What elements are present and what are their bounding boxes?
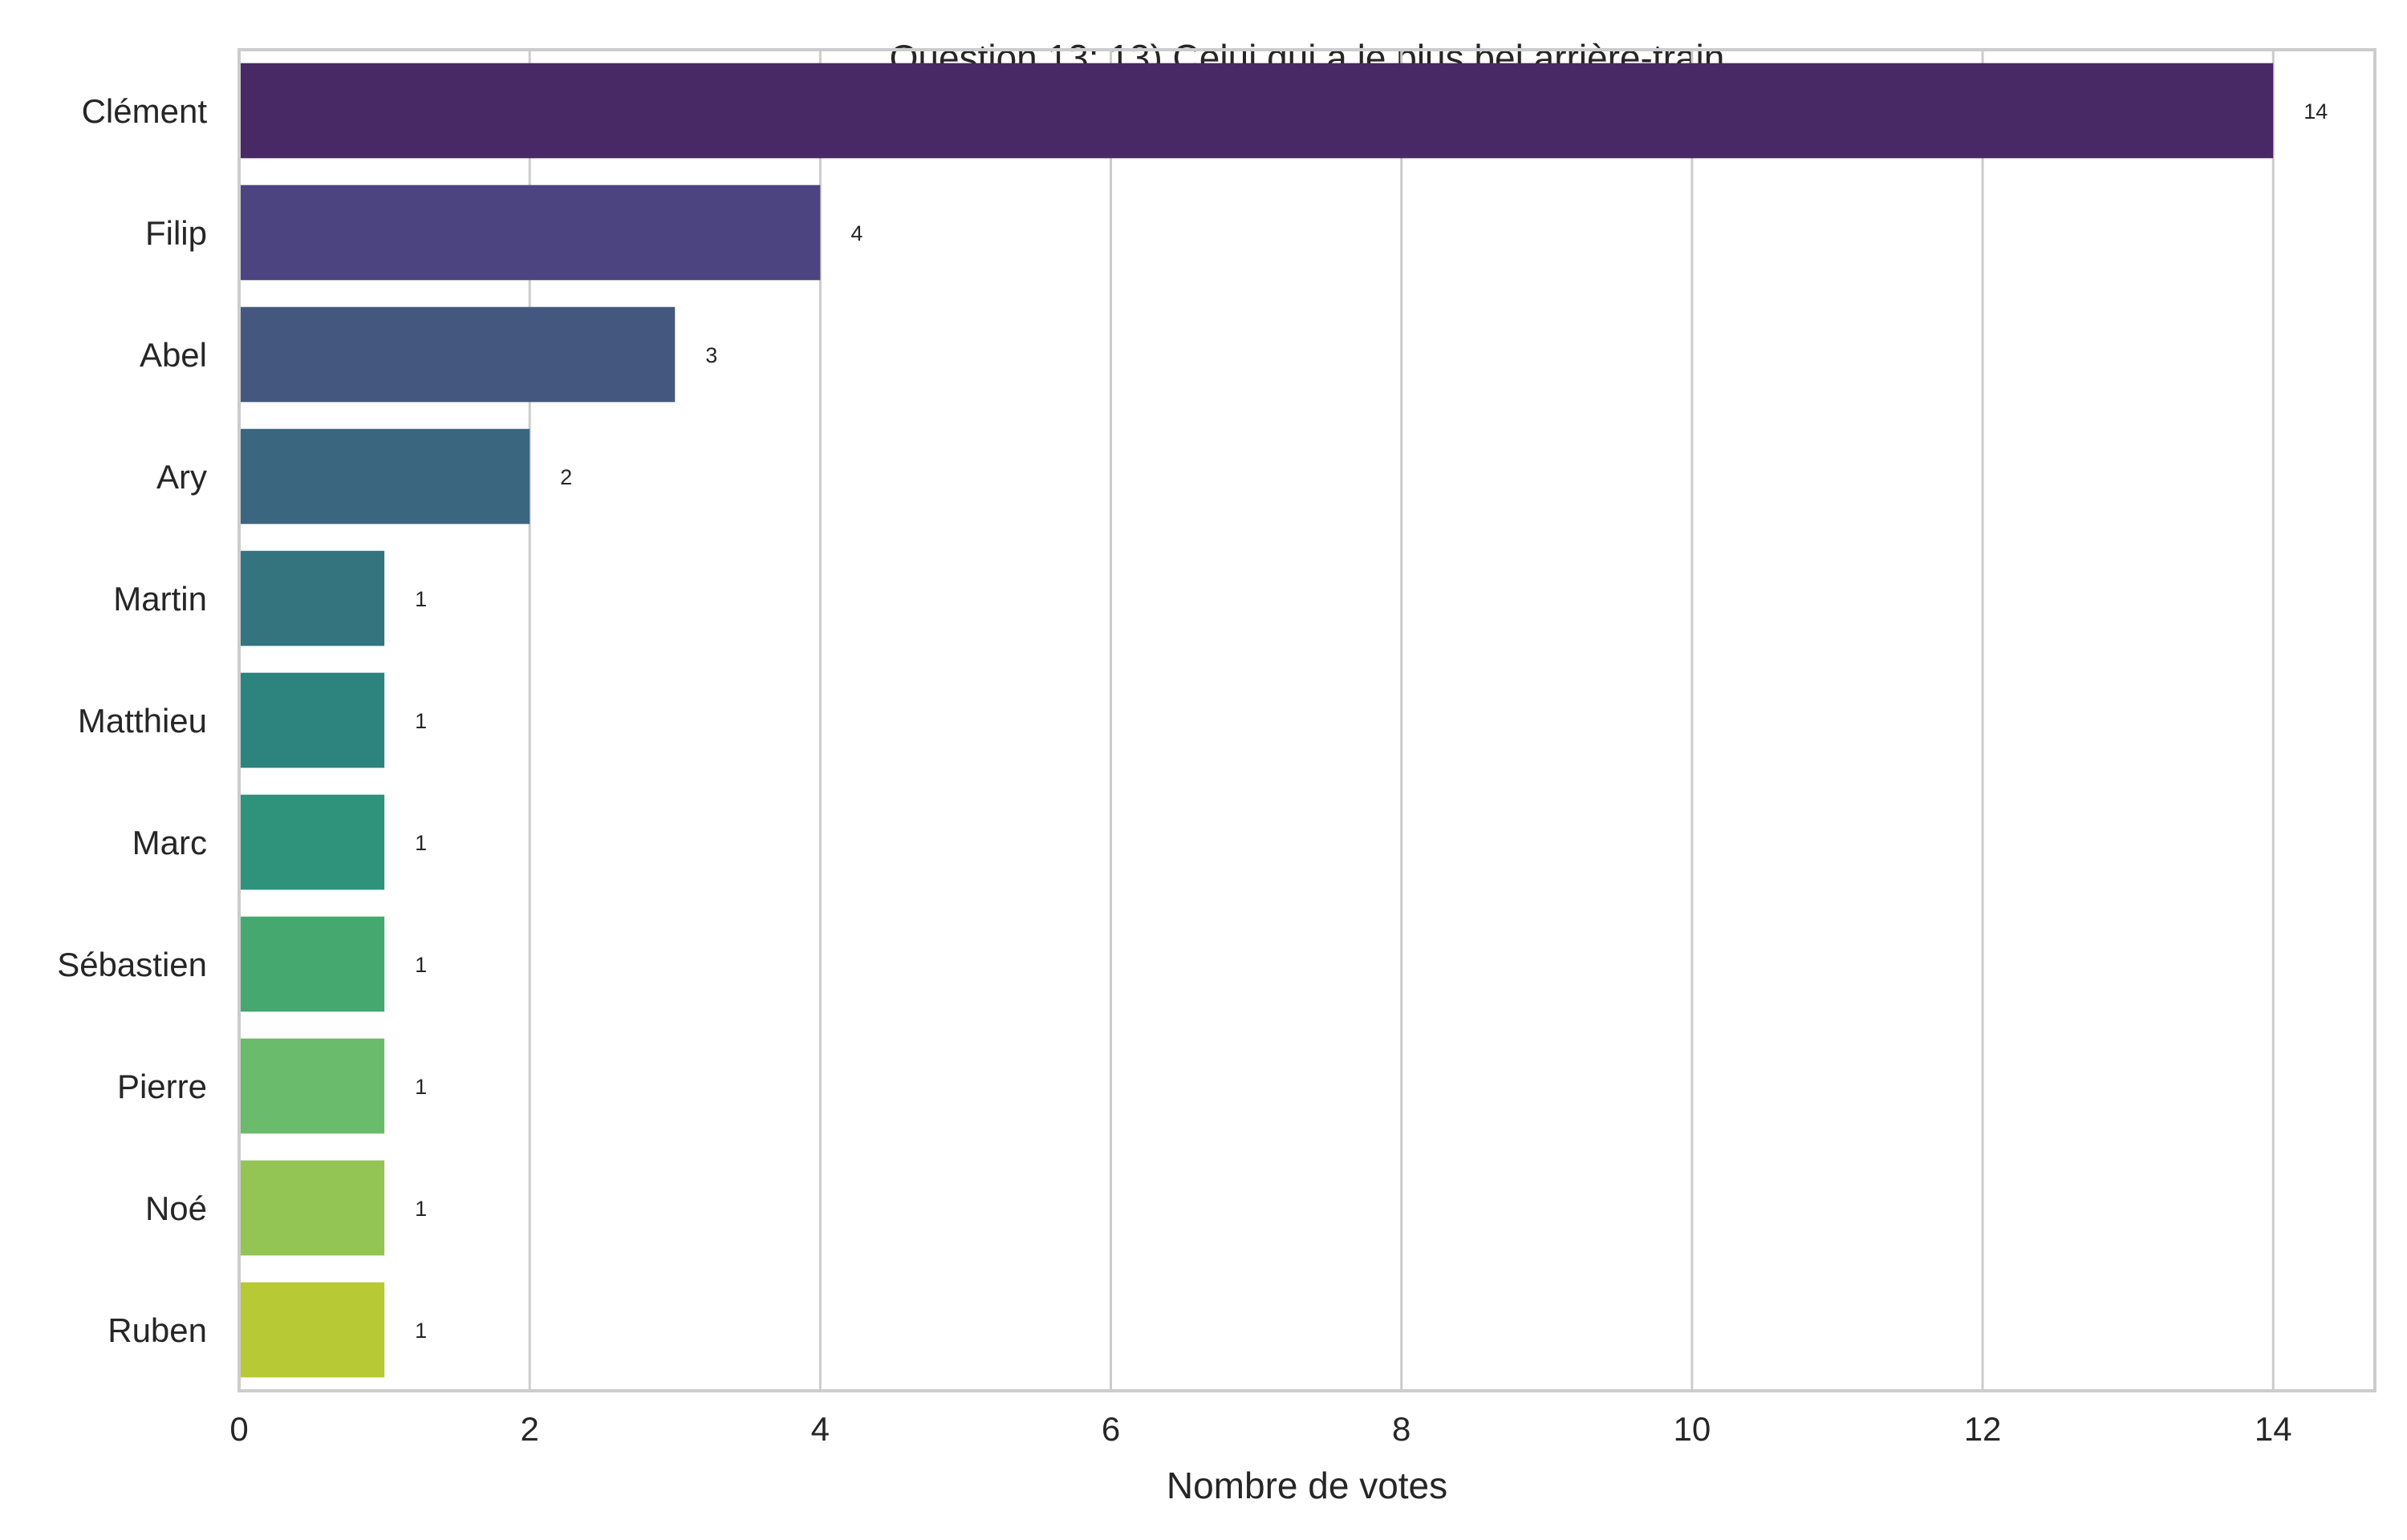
bar (239, 63, 2274, 159)
bar (239, 916, 385, 1012)
bars (239, 63, 2274, 1378)
data-label: 1 (415, 1075, 427, 1099)
x-tick-label: 8 (1392, 1410, 1411, 1448)
bar (239, 1160, 385, 1256)
plot-frame (237, 48, 2377, 1392)
y-tick-label: Abel (140, 336, 207, 374)
y-tick-label: Matthieu (78, 702, 207, 740)
bar (239, 1282, 385, 1378)
y-tick-label: Noé (145, 1189, 207, 1227)
bar (239, 794, 385, 890)
x-tick-label: 10 (1674, 1410, 1711, 1448)
y-tick-label: Clément (82, 92, 208, 130)
data-label: 1 (415, 709, 427, 733)
data-labels: 14 4 3 2 1 1 1 1 1 1 1 (415, 99, 2328, 1343)
data-label: 1 (415, 953, 427, 977)
x-tick-label: 14 (2255, 1410, 2292, 1448)
x-tick-labels: 0 2 4 6 8 10 12 14 (229, 1410, 2291, 1448)
y-tick-label: Ary (156, 458, 207, 496)
data-label: 2 (560, 465, 572, 489)
bar (239, 184, 821, 281)
y-tick-label: Sébastien (57, 946, 207, 983)
y-tick-label: Ruben (108, 1311, 207, 1349)
data-label: 1 (415, 1197, 427, 1221)
x-tick-label: 4 (811, 1410, 830, 1448)
y-tick-label: Pierre (117, 1068, 207, 1105)
bar (239, 428, 530, 525)
y-tick-label: Martin (113, 580, 207, 618)
data-label: 14 (2303, 99, 2328, 124)
data-label: 1 (415, 587, 427, 611)
x-tick-label: 12 (1964, 1410, 2002, 1448)
bar (239, 672, 385, 768)
x-axis-label: Nombre de votes (1167, 1465, 1447, 1506)
x-tick-label: 0 (229, 1410, 248, 1448)
bar (239, 306, 676, 403)
y-tick-label: Marc (132, 824, 207, 861)
bar (239, 1038, 385, 1134)
bar (239, 550, 385, 646)
data-label: 1 (415, 831, 427, 855)
data-label: 1 (415, 1319, 427, 1343)
data-label: 4 (850, 221, 863, 245)
x-tick-label: 6 (1102, 1410, 1120, 1448)
y-tick-labels: Clément Filip Abel Ary Martin Matthieu Marc Séb… (57, 92, 207, 1349)
x-tick-label: 2 (520, 1410, 538, 1448)
y-tick-label: Filip (145, 214, 207, 252)
data-label: 3 (705, 343, 717, 367)
